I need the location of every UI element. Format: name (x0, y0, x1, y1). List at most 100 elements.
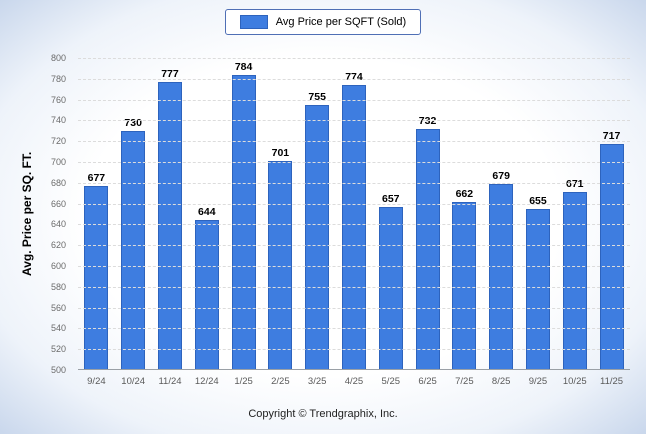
bar-value-label: 644 (198, 206, 216, 219)
y-tick-label: 640 (50, 219, 66, 230)
bar-slot: 717 (593, 58, 630, 370)
gridline (78, 141, 630, 143)
y-tick-label: 660 (50, 198, 66, 209)
bar-value-label: 777 (161, 67, 179, 80)
gridline (78, 266, 630, 267)
plot-area: 677 730 777 644 784 701 755 774 657 732 662 679 655 6… (78, 58, 630, 370)
bar (194, 220, 219, 370)
y-tick-label: 740 (50, 115, 66, 126)
bar-value-label: 657 (382, 192, 400, 205)
bar (525, 208, 550, 370)
x-tick-label: 10/25 (562, 376, 587, 387)
gridline (78, 224, 630, 226)
bar-value-label: 701 (271, 146, 290, 159)
y-tick-label: 720 (50, 136, 66, 147)
y-tick-label: 680 (50, 177, 66, 188)
legend: Avg Price per SQFT (Sold) (0, 9, 646, 35)
legend-box: Avg Price per SQFT (Sold) (224, 9, 422, 35)
gridline (78, 162, 630, 163)
bar-value-label: 755 (308, 90, 326, 103)
y-tick-label: 780 (50, 73, 66, 84)
gridline (78, 286, 630, 288)
bar (415, 128, 440, 370)
bar-value-label: 655 (529, 194, 547, 207)
y-tick-label: 520 (50, 344, 66, 355)
bar (562, 192, 587, 370)
y-tick-label: 580 (50, 281, 66, 292)
bar-value-label: 784 (234, 60, 253, 73)
y-tick-label: 600 (50, 261, 66, 271)
x-tick-label: 2/25 (271, 376, 290, 387)
bar (305, 104, 330, 370)
bar (157, 81, 182, 370)
x-tick-label: 1/25 (234, 376, 253, 387)
bars-container: 677 730 777 644 784 701 755 774 657 732 662 679 655 6… (78, 58, 630, 370)
y-tick-label: 500 (50, 365, 66, 375)
gridline (78, 307, 630, 309)
bar (268, 160, 293, 370)
bar-slot: 679 (483, 58, 520, 370)
bar-slot: 701 (262, 58, 299, 370)
bar (599, 144, 624, 370)
bar-slot: 755 (299, 58, 336, 370)
x-axis-line (78, 369, 630, 370)
x-tick-label: 5/25 (381, 376, 401, 387)
gridline (78, 245, 630, 247)
gridline (78, 78, 630, 80)
legend-swatch-icon (239, 15, 268, 29)
bar-slot: 662 (446, 58, 483, 370)
legend-label: Avg Price per SQFT (Sold) (275, 16, 407, 28)
copyright: Copyright © Trendgraphix, Inc. (248, 408, 398, 420)
bar-value-label: 677 (87, 171, 106, 184)
y-tick-label: 760 (50, 94, 66, 105)
x-axis-ticks: 9/24 10/24 11/24 12/24 1/25 2/25 3/25 4/25 5/25 6… (78, 376, 630, 387)
y-axis-ticks: 500 520 540 560 580 600 620 640 660 680 700 720 740 7… (38, 53, 72, 375)
x-tick-label: 3/25 (307, 376, 327, 387)
x-tick-label: 11/24 (158, 376, 182, 387)
x-tick-label: 11/25 (600, 376, 624, 387)
bar-slot: 644 (188, 58, 225, 370)
bar-value-label: 774 (345, 71, 363, 84)
bar (121, 130, 146, 370)
bar-slot: 657 (372, 58, 409, 370)
x-tick-label: 4/25 (344, 376, 364, 387)
bar-value-label: 662 (455, 187, 474, 200)
x-tick-label: 8/25 (491, 376, 511, 387)
gridline (78, 120, 630, 122)
y-axis-title: Avg. Price per SQ. FT. (20, 151, 34, 277)
x-tick-label: 6/25 (418, 376, 437, 387)
bar-slot: 784 (225, 58, 262, 370)
bar (84, 185, 109, 370)
bar-value-label: 671 (565, 178, 584, 191)
bar-value-label: 679 (492, 169, 510, 182)
y-tick-label: 700 (50, 157, 66, 167)
bar-slot: 655 (520, 58, 557, 370)
bar-value-label: 730 (124, 116, 142, 129)
gridline (78, 349, 630, 351)
bar-slot: 671 (556, 58, 593, 370)
gridline (78, 182, 630, 184)
x-tick-label: 12/24 (194, 376, 219, 387)
y-tick-label: 540 (50, 323, 66, 334)
y-tick-label: 620 (50, 240, 66, 251)
bar (452, 201, 477, 370)
y-tick-label: 560 (50, 302, 66, 313)
bar (231, 74, 256, 370)
y-tick-label: 800 (50, 53, 66, 63)
bar-slot: 777 (152, 58, 189, 370)
gridline (78, 58, 630, 59)
bar-slot: 732 (409, 58, 446, 370)
bar (341, 85, 366, 370)
x-tick-label: 9/25 (528, 376, 548, 387)
gridline (78, 328, 630, 330)
bar-value-label: 717 (602, 130, 621, 143)
bar (378, 206, 403, 370)
x-tick-label: 7/25 (455, 376, 474, 387)
gridline (78, 203, 630, 205)
x-tick-label: 10/24 (121, 376, 146, 387)
bar-slot: 730 (115, 58, 152, 370)
x-tick-label: 9/24 (87, 376, 106, 387)
bar (489, 183, 514, 370)
gridline (78, 99, 630, 101)
